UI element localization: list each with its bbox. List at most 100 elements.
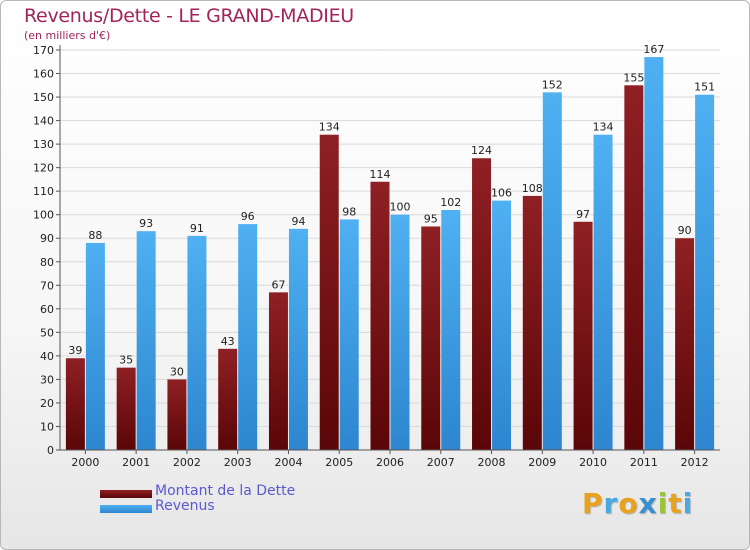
bar-revenus	[85, 242, 105, 450]
x-tick-label: 2003	[224, 456, 252, 469]
logo-letter: t	[668, 487, 683, 520]
data-label: 67	[271, 278, 285, 291]
bar-revenus	[441, 210, 461, 450]
bar-dette	[218, 348, 238, 450]
bar-dette	[268, 292, 288, 450]
data-label: 124	[471, 144, 492, 157]
legend-swatch-revenus	[100, 505, 152, 513]
bar-dette	[472, 158, 492, 450]
data-label: 39	[68, 344, 82, 357]
data-label: 106	[491, 187, 512, 200]
bar-dette	[65, 358, 85, 450]
data-label: 35	[119, 354, 133, 367]
legend-label-revenus: Revenus	[155, 498, 215, 514]
data-label: 167	[643, 43, 664, 56]
logo-letter: i	[682, 487, 694, 520]
y-tick-label: 140	[33, 115, 54, 128]
grid-lines	[60, 49, 720, 451]
chart-title: Revenus/Dette - LE GRAND-MADIEU	[24, 5, 354, 27]
bar-revenus	[492, 200, 512, 450]
logo-letter: x	[638, 487, 658, 520]
bar-dette	[675, 238, 695, 450]
data-label: 108	[522, 182, 543, 195]
bar-dette	[573, 221, 593, 450]
x-tick-label: 2001	[122, 456, 150, 469]
bar-dette	[370, 181, 390, 450]
chart-subtitle: (en milliers d'€)	[24, 29, 111, 42]
data-label: 134	[319, 121, 340, 134]
y-tick-label: 110	[33, 185, 54, 198]
y-tick-label: 130	[33, 138, 54, 151]
bar-dette	[522, 195, 542, 450]
data-label: 97	[576, 208, 590, 221]
data-label: 155	[623, 71, 644, 84]
y-tick-label: 0	[47, 444, 54, 457]
y-tick-label: 170	[33, 44, 54, 57]
data-label: 95	[424, 212, 438, 225]
bar-dette	[116, 367, 136, 450]
data-label: 151	[694, 81, 715, 94]
data-label: 96	[241, 210, 255, 223]
logo-letter: r	[603, 487, 619, 520]
y-tick-label: 120	[33, 162, 54, 175]
y-tick-label: 10	[40, 420, 54, 433]
data-label: 114	[370, 168, 391, 181]
y-tick-label: 160	[33, 68, 54, 81]
bars	[65, 57, 715, 451]
data-label: 88	[88, 229, 102, 242]
bar-dette	[421, 226, 441, 450]
y-tick-label: 20	[40, 397, 54, 410]
y-tick-label: 80	[40, 256, 54, 269]
x-tick-label: 2011	[630, 456, 658, 469]
y-tick-label: 30	[40, 373, 54, 386]
x-tick-label: 2000	[71, 456, 99, 469]
data-label: 152	[542, 78, 563, 91]
proxiti-logo: Proxiti	[582, 487, 693, 520]
bar-revenus	[187, 235, 207, 450]
data-label: 102	[440, 196, 461, 209]
x-tick-label: 2008	[478, 456, 506, 469]
bar-revenus	[593, 134, 613, 451]
data-label: 91	[190, 222, 204, 235]
y-tick-label: 150	[33, 91, 54, 104]
bar-revenus	[339, 219, 359, 450]
x-tick-label: 2004	[274, 456, 302, 469]
logo-letter: P	[582, 487, 604, 520]
data-label: 100	[390, 201, 411, 214]
x-tick-label: 2005	[325, 456, 353, 469]
bar-dette	[624, 85, 644, 450]
x-tick-label: 2010	[579, 456, 607, 469]
y-tick-label: 60	[40, 303, 54, 316]
bar-revenus	[288, 228, 308, 450]
bar-revenus	[542, 92, 562, 451]
bar-dette	[167, 379, 187, 450]
x-tick-label: 2007	[427, 456, 455, 469]
bar-revenus	[644, 57, 664, 450]
x-tick-label: 2009	[528, 456, 556, 469]
data-label: 43	[221, 335, 235, 348]
x-tick-label: 2006	[376, 456, 404, 469]
data-label: 98	[342, 205, 356, 218]
data-label: 94	[291, 215, 305, 228]
y-tick-label: 70	[40, 279, 54, 292]
legend-label-debt: Montant de la Dette	[155, 483, 296, 499]
data-label: 30	[170, 365, 184, 378]
legend-swatch-debt	[100, 490, 152, 498]
bar-revenus	[695, 94, 715, 451]
data-label: 93	[139, 217, 153, 230]
x-tick-label: 2012	[681, 456, 709, 469]
y-tick-label: 100	[33, 209, 54, 222]
y-tick-label: 90	[40, 232, 54, 245]
axes: 0 10 20 30 40 50 60 70 80 90 100 110 120 130 140 150 160…	[33, 44, 720, 469]
bar-revenus	[136, 231, 156, 450]
y-tick-label: 50	[40, 326, 54, 339]
bar-dette	[319, 134, 339, 451]
x-tick-label: 2002	[173, 456, 201, 469]
bar-revenus	[390, 214, 410, 450]
bar-revenus	[238, 224, 258, 450]
logo-letter: i	[657, 487, 669, 520]
logo-letter: o	[618, 487, 639, 520]
y-tick-label: 40	[40, 350, 54, 363]
